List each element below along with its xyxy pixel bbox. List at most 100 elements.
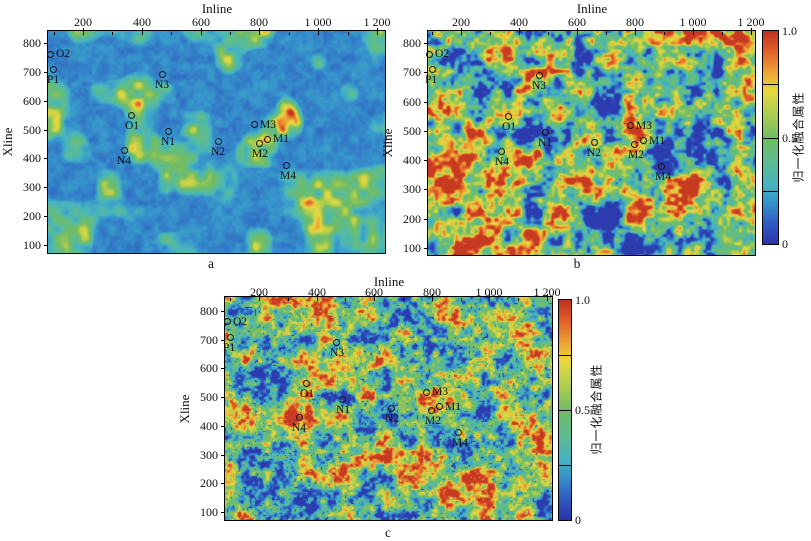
colorbar-tickline-c bbox=[559, 465, 571, 466]
well-marker-N2-a bbox=[215, 138, 222, 145]
panel-c-x-minor-tick bbox=[230, 298, 231, 301]
well-marker-N4-c bbox=[296, 414, 303, 421]
panel-b-x-minor-tick bbox=[664, 32, 665, 35]
panel-b-x-tick-label: 400 bbox=[510, 15, 528, 29]
panel-a-y-tick-label: 600 bbox=[23, 94, 41, 108]
panel-a-y-tick bbox=[44, 245, 48, 246]
panel-b-x-minor-tick bbox=[548, 32, 549, 35]
panel-b-y-tick-label: 800 bbox=[403, 36, 421, 50]
panel-a-y-tick-label: 700 bbox=[23, 65, 41, 79]
panel-b-y-tick bbox=[424, 160, 428, 161]
well-marker-O1-a bbox=[128, 112, 135, 119]
colorbar-tickline-b bbox=[763, 138, 778, 139]
panel-a-y-tick-label: 500 bbox=[23, 123, 41, 137]
panel-a-x-tick-label: 1 000 bbox=[304, 15, 332, 29]
panel-c-x-minor-tick bbox=[345, 298, 346, 301]
well-marker-P1-c bbox=[227, 334, 234, 341]
well-marker-O1-b bbox=[505, 113, 512, 120]
well-label-N4-c: N4 bbox=[292, 422, 307, 434]
panel-a-x-minor-tick bbox=[289, 32, 290, 35]
panel-b-y-tick-label: 300 bbox=[403, 182, 421, 196]
panel-b-y-tick-label: 500 bbox=[403, 124, 421, 138]
panel-a-x-minor-tick bbox=[112, 32, 113, 35]
panel-b-x-tick bbox=[693, 28, 694, 35]
panel-b-y-tick bbox=[424, 248, 428, 249]
well-marker-M3-b bbox=[627, 122, 634, 129]
panel-b-letter: b bbox=[573, 256, 581, 271]
panel-b-x-tick bbox=[751, 28, 752, 35]
panel-b-y-tick-label: 600 bbox=[403, 95, 421, 109]
colorbar-tickline-b bbox=[763, 191, 778, 192]
panel-a-y-tick bbox=[44, 216, 48, 217]
well-marker-N2-c bbox=[388, 405, 395, 412]
well-marker-M3-a bbox=[251, 121, 258, 128]
well-label-O2-a: O2 bbox=[56, 48, 71, 60]
well-label-M2-a: M2 bbox=[252, 148, 268, 160]
panel-c-x-tick bbox=[374, 294, 375, 301]
panel-b-x-tick-label: 1 200 bbox=[737, 15, 765, 29]
panel-c-y-tick bbox=[221, 397, 225, 398]
well-marker-P1-a bbox=[50, 66, 57, 73]
well-label-M1-c: M1 bbox=[445, 401, 461, 413]
panel-c-x-minor-tick bbox=[461, 298, 462, 301]
well-label-O1-b: O1 bbox=[502, 121, 517, 133]
well-label-P1-a: P1 bbox=[47, 74, 60, 86]
panel-b-y-tick-label: 200 bbox=[403, 212, 421, 226]
panel-c-x-minor-tick bbox=[288, 298, 289, 301]
panel-c-x-tick-label: 600 bbox=[365, 285, 383, 299]
panel-b-x-tick-label: 600 bbox=[568, 15, 586, 29]
panel-b-inline-axis-title: Inline bbox=[576, 1, 608, 16]
well-marker-N1-a bbox=[165, 128, 172, 135]
panel-b-x-minor-tick bbox=[722, 32, 723, 35]
panel-c-inline-axis-title: Inline bbox=[373, 274, 405, 289]
well-marker-N3-b bbox=[536, 72, 543, 79]
panel-c-y-tick-label: 400 bbox=[200, 419, 218, 433]
well-marker-O2-c bbox=[224, 318, 231, 325]
panel-c-x-tick-label: 200 bbox=[250, 285, 268, 299]
well-label-M3-a: M3 bbox=[260, 119, 276, 131]
well-label-N1-b: N1 bbox=[538, 137, 553, 149]
panel-b-y-tick bbox=[424, 219, 428, 220]
panel-c-y-tick-label: 800 bbox=[200, 304, 218, 318]
panel-a-x-tick-label: 800 bbox=[250, 15, 268, 29]
panel-a-x-tick-label: 400 bbox=[133, 15, 151, 29]
well-marker-M3-c bbox=[423, 389, 430, 396]
panel-a-y-tick bbox=[44, 101, 48, 102]
well-label-N2-a: N2 bbox=[211, 146, 226, 158]
panel-c-x-tick-label: 1 200 bbox=[533, 285, 561, 299]
panel-a-y-tick-label: 300 bbox=[23, 180, 41, 194]
panel-b-x-tick bbox=[635, 28, 636, 35]
panel-b-x-tick-label: 200 bbox=[452, 15, 470, 29]
well-label-M4-c: M4 bbox=[452, 437, 468, 449]
panel-c-x-tick bbox=[317, 294, 318, 301]
colorbar-tick-label-b: 1.0 bbox=[782, 24, 797, 38]
well-label-O1-a: O1 bbox=[125, 120, 140, 132]
panel-b-x-minor-tick bbox=[432, 32, 433, 35]
panel-b-x-tick bbox=[519, 28, 520, 35]
well-marker-M1-a bbox=[264, 136, 271, 143]
panel-a-y-tick bbox=[44, 130, 48, 131]
panel-c-y-tick bbox=[221, 426, 225, 427]
panel-c-y-tick bbox=[221, 340, 225, 341]
panel-a-y-tick bbox=[44, 187, 48, 188]
panel-a-y-tick-label: 100 bbox=[23, 238, 41, 252]
colorbar-tick-label-b: 0.5 bbox=[782, 131, 797, 145]
colorbar-tickline-c bbox=[559, 355, 571, 356]
panel-a-y-tick bbox=[44, 158, 48, 159]
panel-b-x-tick bbox=[577, 28, 578, 35]
panel-a-inline-axis-title: Inline bbox=[201, 1, 233, 16]
panel-c-y-tick-label: 700 bbox=[200, 333, 218, 347]
well-marker-N3-c bbox=[333, 339, 340, 346]
well-label-N3-c: N3 bbox=[330, 347, 345, 359]
panel-b-x-tick-label: 1 000 bbox=[679, 15, 707, 29]
panel-b-y-tick bbox=[424, 131, 428, 132]
well-label-N2-b: N2 bbox=[587, 147, 602, 159]
well-label-N3-b: N3 bbox=[532, 80, 547, 92]
panel-a-x-minor-tick bbox=[348, 32, 349, 35]
well-label-M2-b: M2 bbox=[628, 149, 644, 161]
panel-b-y-tick-label: 700 bbox=[403, 65, 421, 79]
panel-c-x-tick bbox=[259, 294, 260, 301]
panel-a-x-tick-label: 1 200 bbox=[363, 15, 391, 29]
panel-b-y-tick bbox=[424, 189, 428, 190]
